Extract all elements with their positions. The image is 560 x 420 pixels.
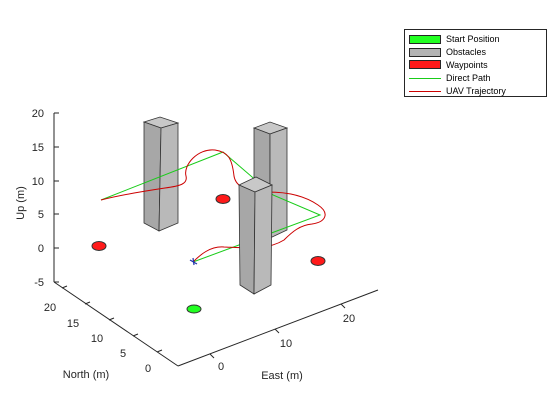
z-tick-label: 15 (32, 142, 44, 154)
x-tick-label: 10 (280, 338, 292, 350)
x-axis-line (177, 289, 379, 367)
y-tick-label: 10 (91, 333, 103, 345)
x-tick-mark (274, 328, 280, 334)
legend-swatch (409, 47, 441, 57)
y-tick-labels: 20 15 10 5 0 (44, 302, 151, 375)
uav-marker-stroke (192, 257, 195, 266)
z-tick-label: 20 (32, 108, 44, 120)
uav-marker (189, 257, 198, 266)
legend-entry-waypoints: Waypoints (409, 59, 546, 72)
z-axis-label: Up (m) (15, 186, 27, 220)
waypoints (91, 194, 326, 266)
obstacle-face-left (143, 121, 162, 232)
legend-entry-direct-path: Direct Path (409, 71, 546, 84)
x-axis-label: East (m) (261, 370, 303, 382)
waypoint-marker (91, 241, 107, 251)
y-tick-mark (61, 285, 68, 289)
y-tick-label: 20 (44, 302, 56, 314)
legend-label: Obstacles (446, 47, 487, 58)
y-tick-mark (156, 349, 163, 353)
z-tick-label: 0 (38, 243, 44, 255)
legend-swatch (409, 77, 441, 79)
x-ticks (209, 303, 346, 359)
z-tick-label: 10 (32, 176, 44, 188)
legend-entry-start-position: Start Position (409, 33, 546, 46)
z-ticks (54, 112, 59, 283)
legend-label: Start Position (446, 34, 500, 45)
start-position-marker (186, 304, 202, 314)
obstacle-face-right (269, 127, 288, 239)
legend-label: Direct Path (446, 72, 491, 83)
legend-entry-obstacles: Obstacles (409, 46, 546, 59)
x-tick-labels: 0 10 20 (218, 313, 355, 373)
uav-trajectory-line (100, 149, 326, 263)
y-tick-label: 5 (120, 348, 126, 360)
x-tick-mark (209, 353, 215, 359)
direct-path-line (100, 151, 322, 263)
y-tick-label: 15 (67, 318, 79, 330)
legend-entry-uav-trajectory: UAV Trajectory (409, 84, 546, 97)
obstacle (238, 176, 273, 295)
legend-swatch (409, 34, 441, 44)
x-tick-label: 0 (218, 361, 224, 373)
legend-label: Waypoints (446, 59, 488, 70)
z-tick-label: 5 (38, 209, 44, 221)
axes (53, 113, 379, 367)
y-ticks (61, 285, 163, 353)
obstacle-face-right (253, 184, 273, 295)
z-tick-labels: 20 15 10 5 0 -5 (32, 108, 44, 289)
y-tick-mark (84, 301, 91, 305)
z-tick-label: -5 (34, 277, 44, 289)
obstacle (142, 116, 180, 232)
x-tick-label: 20 (343, 313, 355, 325)
y-tick-label: 0 (145, 363, 151, 375)
obstacle-face-right (158, 122, 179, 232)
obstacle-face-left (238, 184, 256, 295)
legend-label: UAV Trajectory (446, 85, 506, 96)
waypoint-marker (215, 194, 231, 204)
x-tick-mark (340, 303, 346, 309)
legend-swatch (409, 60, 441, 70)
y-tick-mark (108, 317, 115, 321)
y-tick-mark (132, 333, 139, 337)
y-axis-label: North (m) (63, 369, 109, 381)
legend: Start Position Obstacles Waypoints Direc… (404, 29, 547, 97)
waypoint-marker (310, 256, 326, 266)
legend-swatch (409, 90, 441, 92)
